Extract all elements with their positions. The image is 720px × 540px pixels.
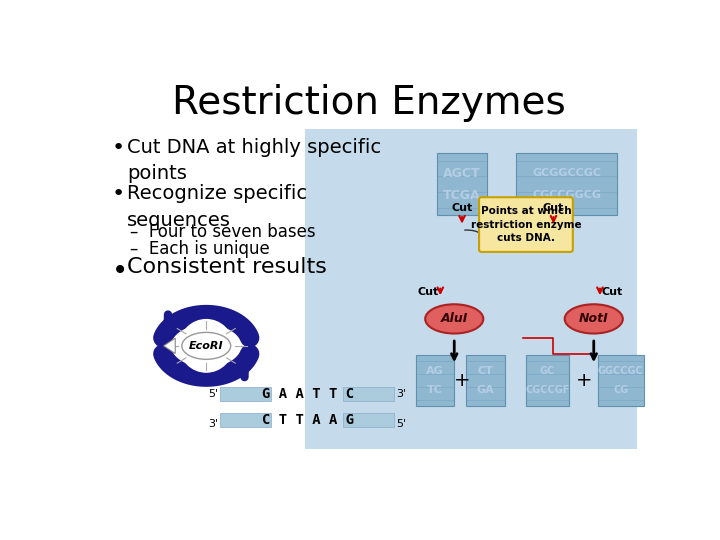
Ellipse shape <box>564 304 623 334</box>
Text: •: • <box>112 257 128 285</box>
Text: Cut: Cut <box>543 202 564 213</box>
Bar <box>466 355 505 406</box>
Bar <box>516 153 617 215</box>
Text: AG: AG <box>426 367 444 376</box>
Polygon shape <box>163 338 175 354</box>
Text: 5': 5' <box>396 420 406 429</box>
Text: Consistent results: Consistent results <box>127 257 327 278</box>
Text: TCGA: TCGA <box>444 189 481 202</box>
Text: –  Four to seven bases: – Four to seven bases <box>130 222 316 241</box>
Bar <box>305 129 636 449</box>
Ellipse shape <box>426 304 483 334</box>
Bar <box>598 355 644 406</box>
Text: CGCCGF: CGCCGF <box>525 384 570 395</box>
Bar <box>220 387 271 401</box>
Text: NotI: NotI <box>579 313 608 326</box>
Text: Recognize specific
sequences: Recognize specific sequences <box>127 184 307 230</box>
Text: C T T A A G: C T T A A G <box>263 413 355 427</box>
Text: 5': 5' <box>208 389 218 400</box>
Text: •: • <box>112 184 125 204</box>
Text: Cut DNA at highly specific
points: Cut DNA at highly specific points <box>127 138 382 184</box>
Bar <box>343 387 394 401</box>
Text: AGCT: AGCT <box>444 166 481 180</box>
Ellipse shape <box>182 333 230 359</box>
Bar <box>526 355 569 406</box>
Text: Cut: Cut <box>451 202 472 213</box>
Text: G A A T T C: G A A T T C <box>263 387 355 401</box>
Text: –  Each is unique: – Each is unique <box>130 240 270 258</box>
Text: 3': 3' <box>208 420 218 429</box>
FancyBboxPatch shape <box>479 197 573 252</box>
Bar <box>220 413 271 427</box>
Text: Cut: Cut <box>601 287 623 297</box>
Bar <box>437 153 487 215</box>
Text: GCGGCCGC: GCGGCCGC <box>532 168 601 178</box>
Text: EcoRI: EcoRI <box>189 341 224 351</box>
Text: GGCCGC: GGCCGC <box>598 367 644 376</box>
Text: GA: GA <box>477 384 494 395</box>
Text: Cut: Cut <box>418 287 438 297</box>
Text: 3': 3' <box>396 389 406 400</box>
Text: AluI: AluI <box>441 313 468 326</box>
Text: GC: GC <box>539 367 555 376</box>
Bar <box>343 413 394 427</box>
Text: CGCCGGCG: CGCCGGCG <box>532 190 601 200</box>
Circle shape <box>179 319 233 373</box>
Text: Restriction Enzymes: Restriction Enzymes <box>172 84 566 122</box>
Text: •: • <box>112 138 125 158</box>
Bar <box>415 355 454 406</box>
Text: CT: CT <box>477 367 493 376</box>
Text: CG: CG <box>613 384 629 395</box>
Text: +: + <box>454 371 470 390</box>
Text: Points at which
restriction enzyme
cuts DNA.: Points at which restriction enzyme cuts … <box>471 206 581 243</box>
Text: TC: TC <box>427 384 443 395</box>
Text: +: + <box>576 371 593 390</box>
